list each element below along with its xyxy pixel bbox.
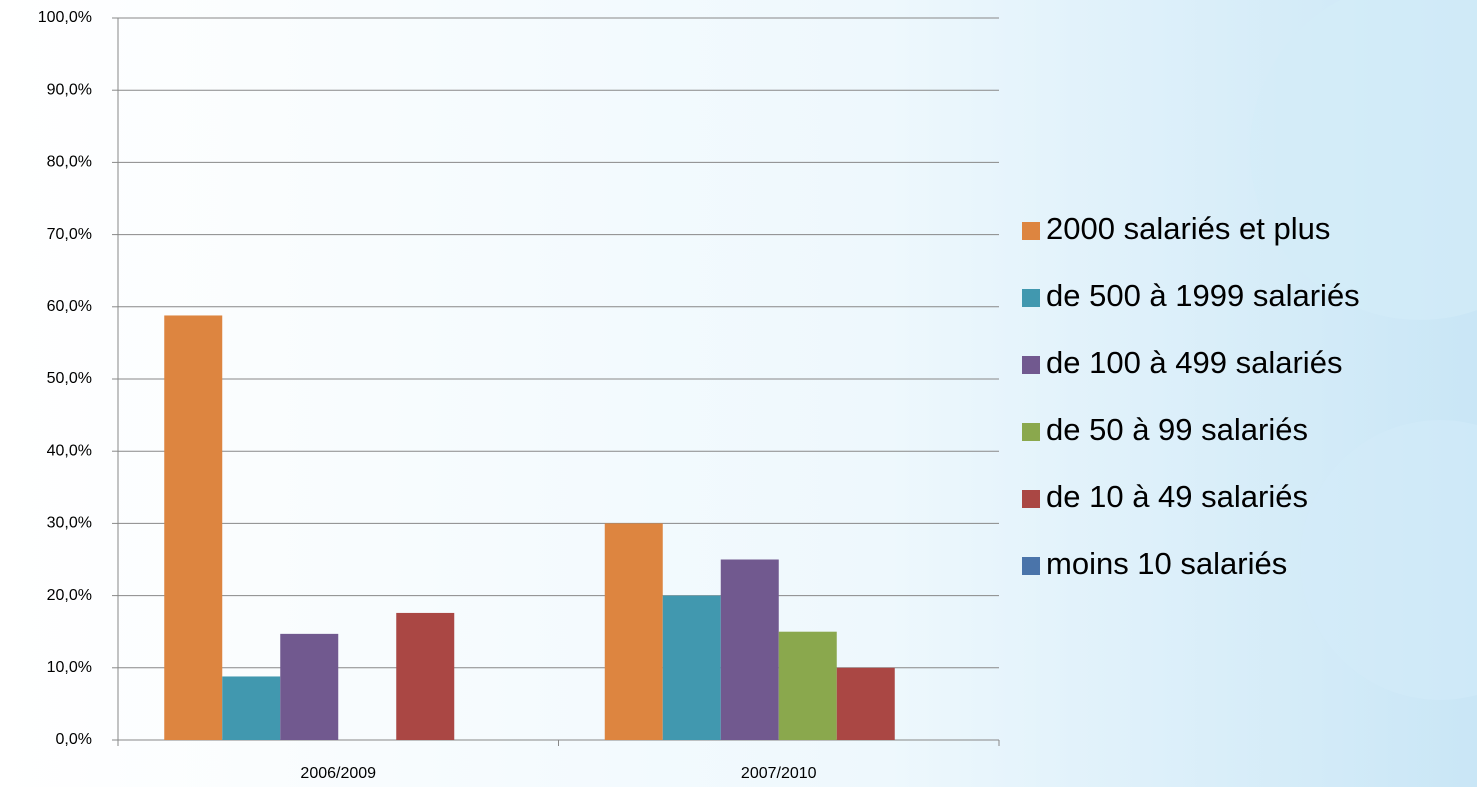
y-tick-label: 90,0%	[47, 81, 92, 98]
y-tick-label: 50,0%	[47, 370, 92, 387]
y-tick-label: 100,0%	[38, 9, 92, 26]
legend-swatch	[1022, 222, 1040, 240]
bar	[604, 523, 663, 740]
legend-swatch	[1022, 557, 1040, 575]
legend-label: de 500 à 1999 salariés	[1046, 278, 1360, 313]
legend-label: de 100 à 499 salariés	[1046, 345, 1342, 380]
decoration	[1250, 0, 1477, 320]
bar	[164, 315, 223, 740]
legend-swatch	[1022, 289, 1040, 307]
legend-label: de 10 à 49 salariés	[1046, 479, 1308, 514]
decoration	[1300, 420, 1477, 700]
legend-label: 2000 salariés et plus	[1046, 211, 1330, 246]
y-tick-label: 70,0%	[47, 226, 92, 243]
legend-swatch	[1022, 490, 1040, 508]
bar	[280, 633, 339, 740]
bar	[720, 559, 779, 740]
x-tick-label: 2007/2010	[741, 765, 817, 782]
y-tick-label: 40,0%	[47, 442, 92, 459]
bar	[836, 667, 895, 740]
y-tick-label: 20,0%	[47, 587, 92, 604]
y-tick-label: 30,0%	[47, 515, 92, 532]
legend-swatch	[1022, 423, 1040, 441]
bar	[778, 631, 837, 740]
bar	[396, 612, 455, 740]
bar	[222, 676, 281, 740]
x-tick-label: 2006/2009	[300, 765, 376, 782]
y-tick-label: 0,0%	[56, 731, 92, 748]
y-tick-label: 10,0%	[47, 659, 92, 676]
legend-label: moins 10 salariés	[1046, 546, 1287, 581]
y-tick-label: 80,0%	[47, 154, 92, 171]
legend-label: de 50 à 99 salariés	[1046, 412, 1308, 447]
legend-swatch	[1022, 356, 1040, 374]
y-tick-label: 60,0%	[47, 298, 92, 315]
bar	[662, 595, 721, 740]
